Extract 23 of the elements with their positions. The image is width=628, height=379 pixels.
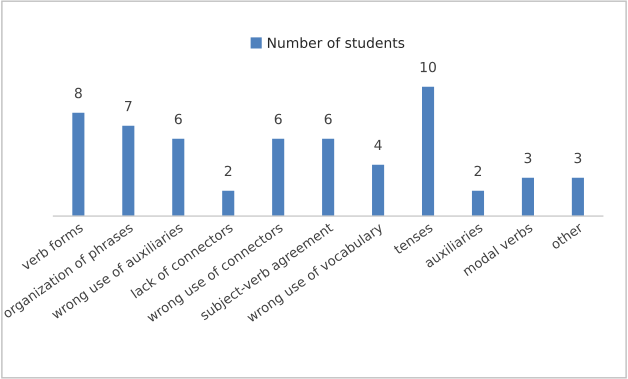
data-label: 6 [274,114,282,124]
bar [470,189,486,216]
bar [370,163,386,216]
data-label: 3 [574,152,582,164]
bar [120,124,136,216]
data-label: 2 [224,166,232,176]
data-label: 8 [74,88,82,98]
bar [520,176,536,216]
bar [270,137,286,216]
data-label: 10 [420,62,436,72]
data-label: 6 [324,114,332,124]
bar [420,85,436,216]
bar [220,189,236,216]
data-label: 4 [374,140,382,150]
bar [320,137,336,216]
data-label: 3 [524,152,532,164]
data-label: 7 [125,100,132,112]
bar [170,137,186,216]
data-label: 2 [474,166,482,176]
bar [70,111,86,216]
legend-label: Number of students [268,37,404,48]
bar [570,176,586,216]
data-label: 6 [174,114,182,124]
